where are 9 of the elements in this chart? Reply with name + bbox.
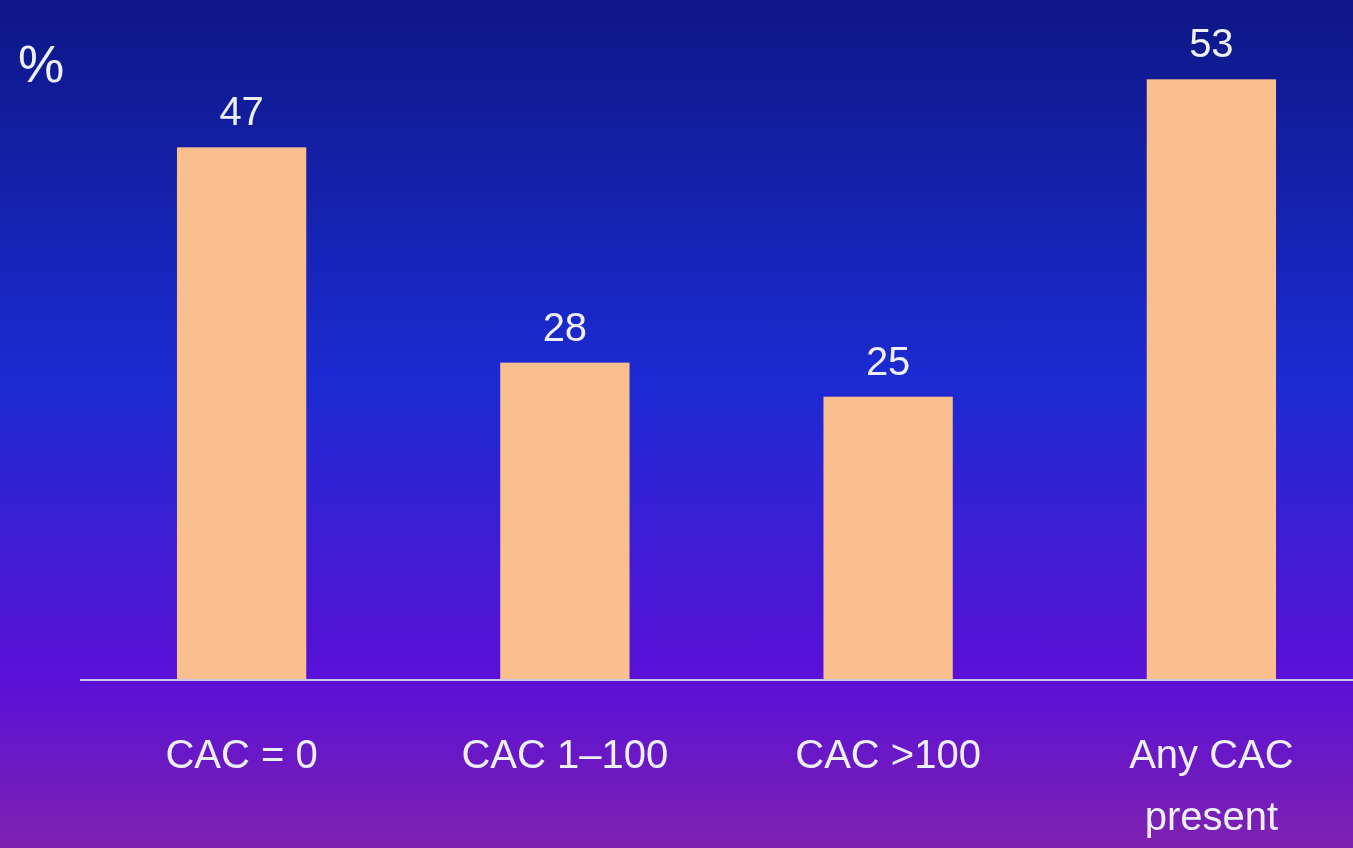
data-label: 28 — [542, 304, 588, 349]
x-tick-label: CAC >100 — [795, 732, 981, 776]
y-axis-title: % — [18, 35, 65, 93]
x-tick-label: Any CAC present — [1129, 732, 1294, 838]
x-tick-label: CAC = 0 — [165, 732, 318, 776]
data-label: 25 — [865, 338, 911, 383]
data-label: 53 — [1189, 21, 1234, 66]
data-label: 47 — [219, 89, 264, 134]
x-tick-label: CAC 1–100 — [461, 732, 669, 776]
